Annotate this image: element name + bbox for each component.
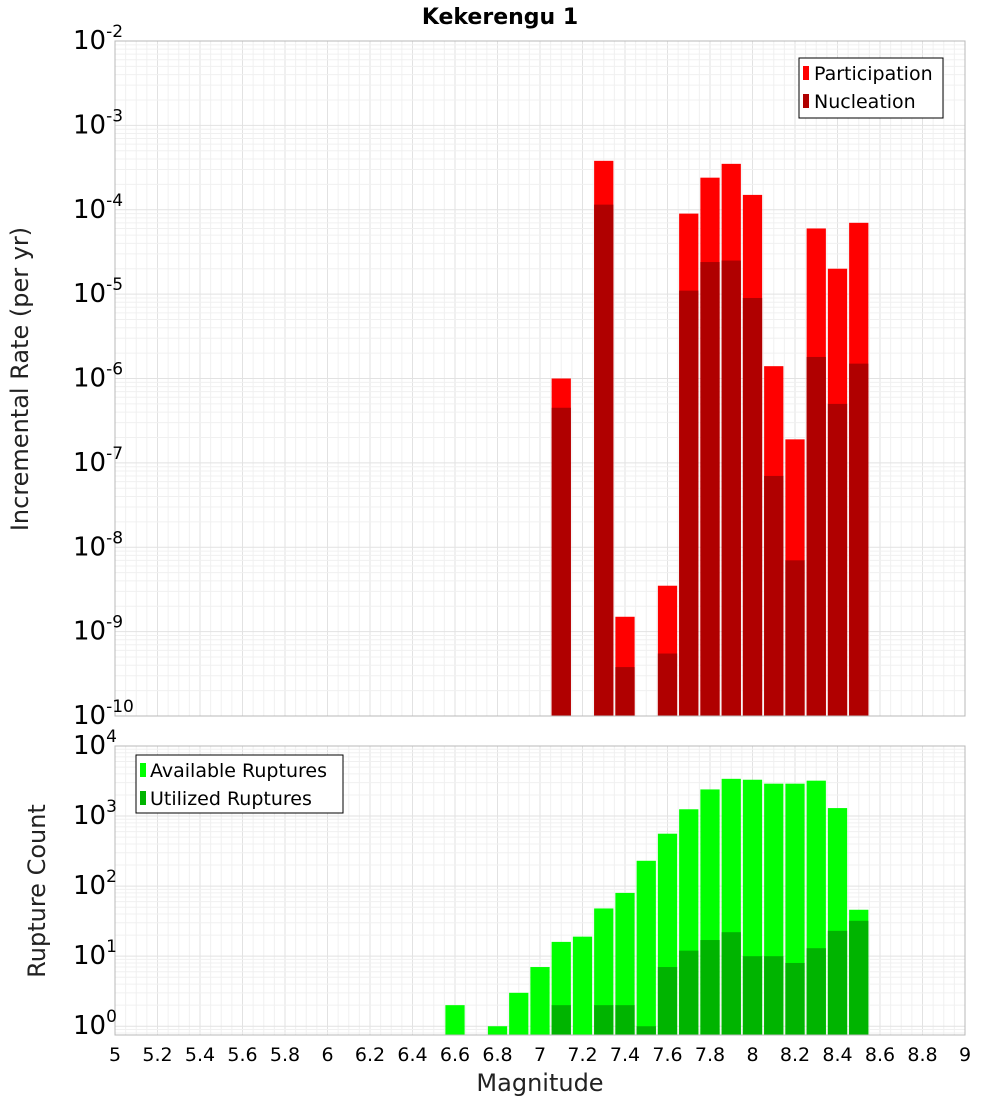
- x-tick-label: 7.4: [610, 1044, 640, 1066]
- bar-utilized-ruptures: [742, 956, 763, 1035]
- bar-nucleation: [849, 363, 869, 716]
- y-tick-label: 103: [73, 797, 117, 831]
- bar-available-ruptures: [636, 860, 656, 1035]
- y-tick-label: 100: [73, 1007, 117, 1041]
- bar-utilized-ruptures: [827, 930, 848, 1035]
- x-tick-label: 8.2: [780, 1044, 810, 1066]
- x-tick-label: 6.6: [440, 1044, 470, 1066]
- legend-swatch-utilized: [140, 791, 146, 805]
- bar-utilized-ruptures: [636, 1026, 656, 1035]
- x-tick-label: 8.6: [865, 1044, 895, 1066]
- bar-nucleation: [615, 667, 635, 716]
- legend-swatch-participation: [803, 66, 809, 80]
- bar-available-ruptures: [615, 892, 635, 1035]
- bar-available-ruptures: [487, 1026, 508, 1035]
- bar-nucleation: [657, 653, 678, 716]
- x-tick-label: 7.8: [695, 1044, 725, 1066]
- top-legend: Participation Nucleation: [798, 57, 944, 119]
- top-grid: [114, 40, 966, 717]
- y-tick-label: 104: [73, 727, 117, 761]
- bar-available-ruptures: [445, 1005, 465, 1035]
- chart-title: Kekerengu 1: [422, 5, 578, 30]
- top-plot-frame: [114, 40, 966, 717]
- x-tick-label: 5.6: [227, 1044, 257, 1066]
- legend-label-utilized: Utilized Ruptures: [150, 788, 312, 810]
- bar-nucleation: [594, 204, 614, 717]
- x-tick-label: 7: [534, 1044, 546, 1066]
- bar-nucleation: [742, 297, 763, 716]
- x-tick-label: 6.8: [482, 1044, 512, 1066]
- bottom-y-axis-label: Rupture Count: [23, 804, 51, 978]
- x-tick-label: 5.2: [142, 1044, 172, 1066]
- legend-label-nucleation: Nucleation: [814, 91, 916, 113]
- x-tick-label: 5: [109, 1044, 121, 1066]
- y-tick-label: 10-7: [73, 444, 123, 478]
- bar-available-ruptures: [530, 967, 550, 1035]
- bottom-panel: 100 101 102 103 104 5 5.2 5.4 5.6 5.8 6 6.2 6.4 6.6 6…: [23, 727, 971, 1097]
- bar-utilized-ruptures: [764, 956, 784, 1035]
- x-tick-label: 6.2: [355, 1044, 385, 1066]
- bar-utilized-ruptures: [551, 1005, 571, 1035]
- top-bars: [551, 160, 869, 717]
- legend-label-participation: Participation: [814, 63, 933, 85]
- bottom-bars: [445, 778, 869, 1035]
- bar-utilized-ruptures: [721, 932, 741, 1035]
- bar-available-ruptures: [594, 908, 614, 1035]
- top-legend-box: [798, 57, 944, 119]
- x-tick-label: 7.6: [652, 1044, 682, 1066]
- bar-nucleation: [827, 403, 848, 716]
- bar-nucleation: [551, 407, 571, 716]
- bar-nucleation: [785, 560, 805, 716]
- top-panel: 10-10 10-9 10-8 10-7 10-6 10-5 10-4 10-3 10-2 In…: [6, 22, 966, 731]
- bar-utilized-ruptures: [657, 967, 678, 1035]
- bar-nucleation: [679, 290, 699, 716]
- y-tick-label: 102: [73, 867, 117, 901]
- x-tick-label: 8.8: [907, 1044, 937, 1066]
- bar-utilized-ruptures: [849, 920, 869, 1035]
- bar-utilized-ruptures: [679, 950, 699, 1035]
- y-tick-label: 10-5: [73, 275, 123, 309]
- x-axis-label: Magnitude: [476, 1069, 603, 1097]
- bar-utilized-ruptures: [785, 962, 805, 1035]
- y-tick-label: 10-8: [73, 528, 123, 562]
- y-tick-label: 10-10: [73, 697, 134, 731]
- y-tick-label: 10-2: [73, 22, 123, 56]
- bottom-legend: Available Ruptures Utilized Ruptures: [135, 754, 344, 814]
- legend-label-available: Available Ruptures: [150, 760, 327, 782]
- bottom-y-ticks: 100 101 102 103 104: [73, 727, 117, 1041]
- y-tick-label: 10-6: [73, 360, 123, 394]
- y-tick-label: 10-4: [73, 191, 123, 225]
- y-tick-label: 10-3: [73, 106, 123, 140]
- bottom-plot-frame: [114, 745, 966, 1036]
- legend-swatch-nucleation: [803, 94, 809, 108]
- top-y-ticks: 10-10 10-9 10-8 10-7 10-6 10-5 10-4 10-3 10-2: [73, 22, 134, 731]
- x-tick-label: 8: [746, 1044, 758, 1066]
- x-tick-label: 5.4: [185, 1044, 215, 1066]
- x-tick-label: 9: [959, 1044, 971, 1066]
- x-tick-label: 8.4: [822, 1044, 852, 1066]
- bar-nucleation: [764, 475, 784, 716]
- bottom-legend-box: [135, 754, 344, 814]
- bar-nucleation: [700, 262, 720, 716]
- y-tick-label: 10-9: [73, 613, 123, 647]
- bar-utilized-ruptures: [594, 1005, 614, 1035]
- x-tick-label: 6.4: [397, 1044, 427, 1066]
- bar-nucleation: [806, 356, 826, 716]
- bar-available-ruptures: [509, 992, 529, 1035]
- y-tick-label: 101: [73, 937, 117, 971]
- x-tick-label: 7.2: [567, 1044, 597, 1066]
- bar-nucleation: [721, 260, 741, 716]
- x-ticks: 5 5.2 5.4 5.6 5.8 6 6.2 6.4 6.6 6.8 7 7.2 7.4 7.6 7.8 8…: [109, 1044, 971, 1066]
- legend-swatch-available: [140, 763, 146, 777]
- bar-available-ruptures: [572, 936, 593, 1035]
- top-y-axis-label: Incremental Rate (per yr): [6, 227, 34, 531]
- bar-utilized-ruptures: [806, 948, 826, 1035]
- x-tick-label: 6: [321, 1044, 333, 1066]
- bar-utilized-ruptures: [700, 940, 720, 1035]
- x-tick-label: 5.8: [270, 1044, 300, 1066]
- bar-utilized-ruptures: [615, 1005, 635, 1035]
